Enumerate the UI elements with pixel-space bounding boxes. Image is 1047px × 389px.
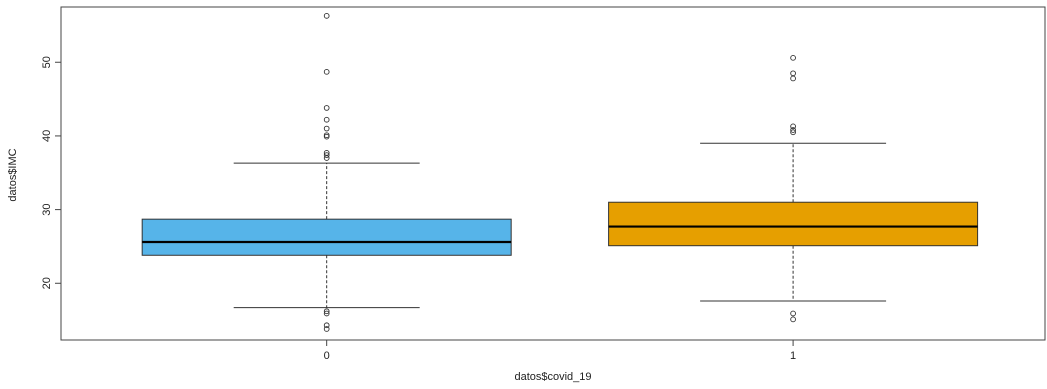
outlier-point xyxy=(323,308,330,315)
x-axis-label: datos$covid_19 xyxy=(514,371,591,383)
y-axis-label: datos$IMC xyxy=(7,148,19,201)
outlier-point xyxy=(323,155,330,161)
outlier-point xyxy=(323,105,330,111)
outlier-point xyxy=(323,116,330,123)
outlier-point xyxy=(790,310,796,317)
outlier-point xyxy=(323,68,330,75)
y-tick-label: 50 xyxy=(41,56,53,68)
outlier-point xyxy=(323,310,330,317)
outlier-point xyxy=(790,129,796,136)
outlier-point xyxy=(323,12,330,19)
outlier-point xyxy=(323,326,330,332)
outlier-point xyxy=(323,152,330,158)
box-group-1 xyxy=(608,54,979,323)
outlier-point xyxy=(323,125,330,132)
outlier-point xyxy=(790,70,796,77)
outlier-point xyxy=(790,127,796,133)
y-tick-label: 20 xyxy=(41,277,53,289)
x-tick-label: 0 xyxy=(324,350,330,362)
plot-frame xyxy=(60,6,1046,341)
outlier-point xyxy=(323,133,330,140)
y-tick-label: 40 xyxy=(41,130,53,142)
box-iqr-0 xyxy=(141,218,512,256)
outlier-point xyxy=(790,54,796,61)
x-tick-label: 1 xyxy=(790,350,796,362)
boxes-layer xyxy=(141,12,979,332)
outlier-point xyxy=(323,322,330,329)
y-axis: 20 30 40 50 xyxy=(41,56,62,289)
outlier-point xyxy=(790,75,796,82)
box-iqr-1 xyxy=(608,201,979,247)
outlier-point xyxy=(790,316,796,323)
outlier-point xyxy=(790,123,796,130)
y-tick-label: 30 xyxy=(41,203,53,215)
box-group-0 xyxy=(141,12,512,332)
